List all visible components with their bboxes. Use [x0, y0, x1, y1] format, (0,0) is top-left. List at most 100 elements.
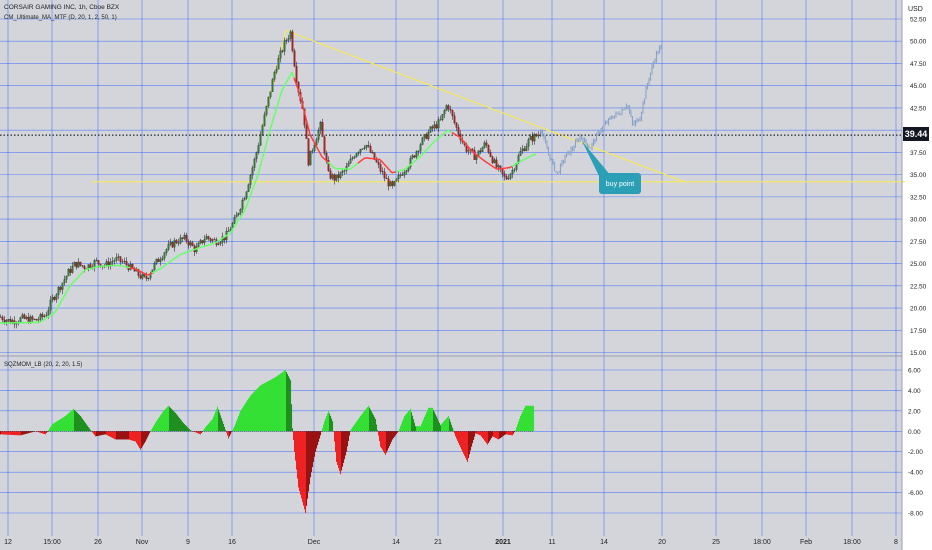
ma-segment	[207, 243, 211, 246]
candle	[113, 260, 116, 262]
ma-segment	[309, 134, 313, 139]
candle	[53, 297, 56, 300]
momentum-bar	[249, 397, 251, 432]
momentum-bar	[118, 431, 120, 440]
momentum-bar	[296, 431, 298, 470]
ma-segment	[135, 268, 139, 272]
momentum-bar	[393, 431, 395, 439]
momentum-bar	[116, 431, 118, 440]
candle	[439, 119, 442, 121]
ma-segment	[185, 251, 189, 254]
momentum-bar	[426, 412, 428, 432]
candle	[359, 149, 362, 153]
momentum-bar	[9, 431, 11, 435]
candle	[115, 257, 118, 261]
momentum-bar	[77, 412, 79, 432]
x-axis-tick-label: 14	[600, 539, 608, 546]
candle	[413, 155, 416, 158]
momentum-bar	[339, 431, 341, 472]
candle	[147, 277, 150, 279]
candle	[181, 237, 184, 239]
momentum-bar	[368, 405, 370, 432]
momentum-bar	[523, 409, 525, 432]
candle	[521, 148, 524, 152]
momentum-bar	[374, 417, 376, 432]
ma-segment	[301, 102, 305, 111]
candle	[285, 40, 288, 41]
momentum-bar	[6, 431, 8, 435]
momentum-bar	[242, 407, 244, 432]
ma-segment	[523, 157, 527, 161]
momentum-bar	[144, 431, 146, 444]
ma-segment	[475, 153, 479, 157]
momentum-bar	[405, 414, 407, 432]
momentum-bar	[421, 423, 423, 432]
candle	[273, 72, 276, 80]
momentum-bar	[146, 431, 148, 440]
ma-segment	[187, 250, 191, 253]
momentum-bar	[162, 412, 164, 432]
candle	[235, 214, 238, 218]
momentum-bar	[300, 431, 302, 495]
momentum-bar	[181, 420, 183, 432]
ma-segment	[205, 244, 209, 247]
candle	[167, 244, 170, 250]
momentum-bar	[423, 419, 425, 432]
ma-segment	[459, 136, 463, 141]
candle	[43, 315, 46, 317]
momentum-bar	[396, 431, 398, 435]
momentum-bar	[413, 419, 415, 432]
ma-segment	[77, 274, 81, 278]
ma-segment	[323, 158, 327, 161]
momentum-bar	[48, 429, 50, 432]
momentum-bar	[475, 431, 477, 434]
ma-segment	[447, 129, 451, 132]
candle	[199, 240, 202, 244]
ma-segment	[327, 161, 331, 165]
momentum-bar	[362, 413, 364, 432]
ma-segment	[159, 266, 163, 270]
x-axis-tick-label: 9	[186, 539, 190, 546]
momentum-bar	[137, 431, 139, 445]
ma-segment	[239, 214, 243, 219]
candle	[45, 314, 48, 317]
ma-segment	[349, 167, 353, 170]
momentum-bar	[259, 386, 261, 432]
ma-segment	[271, 116, 275, 124]
ma-segment	[167, 261, 171, 264]
momentum-bar	[179, 418, 181, 432]
momentum-bar	[275, 377, 277, 432]
y-axis-tick-label: 37.50	[910, 150, 927, 157]
candle	[165, 249, 168, 253]
momentum-bar	[462, 431, 464, 452]
candle	[379, 164, 382, 172]
ma-segment	[53, 310, 57, 314]
candle	[249, 175, 252, 185]
buy-point-callout[interactable]	[599, 173, 641, 194]
candle	[79, 261, 82, 266]
momentum-bar	[288, 376, 290, 432]
candle	[71, 265, 74, 273]
momentum-bar	[427, 410, 429, 432]
momentum-bar	[73, 408, 75, 432]
momentum-bar	[434, 412, 436, 432]
candle	[513, 169, 516, 171]
candle	[39, 314, 42, 320]
candle	[431, 126, 434, 129]
candle	[399, 174, 402, 176]
candle	[501, 168, 504, 174]
candle	[171, 242, 174, 248]
ma-segment	[387, 167, 391, 172]
momentum-bar	[55, 422, 57, 432]
momentum-bar	[208, 423, 210, 432]
momentum-bar	[153, 426, 155, 432]
momentum-bar	[394, 431, 396, 437]
ma-segment	[405, 166, 409, 170]
ma-segment	[245, 201, 249, 208]
ma-segment	[515, 162, 519, 165]
candle	[311, 150, 314, 152]
ma-segment	[495, 167, 499, 170]
candle	[355, 153, 358, 158]
momentum-bar	[178, 416, 180, 432]
